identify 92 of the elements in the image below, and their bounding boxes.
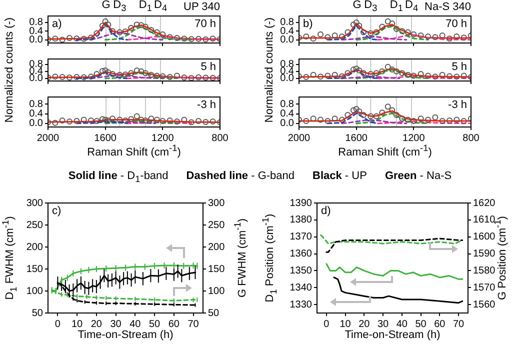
x-tick-label: 2000 (288, 132, 311, 144)
y2-tick-label: 1560 (473, 299, 496, 310)
annotation: 70 h (194, 18, 216, 30)
x-tick-label: 20 (90, 318, 102, 330)
ref-line-label: D$_{4}$ (404, 0, 418, 14)
y-tick-label: 300 (26, 198, 44, 209)
annotation: -3 h (197, 99, 216, 111)
x-axis-title: Raman Shift (cm$^{-1}$) (87, 143, 181, 159)
x-tick-label: 800 (212, 132, 229, 144)
x-tick-label: 2000 (36, 132, 60, 144)
text: Dashed line - G-band (186, 170, 295, 184)
annotation: c) (52, 205, 62, 217)
x-tick-label: 10 (340, 318, 352, 330)
ref-line-label: D$_{3}$ (113, 0, 126, 14)
y-tick-label: 0.0 (29, 118, 44, 130)
annotation: a) (52, 18, 62, 30)
annotation: b) (303, 18, 313, 30)
x-axis-title: Raman Shift (cm$^{-1}$) (338, 143, 432, 159)
y-tick-label: 1390 (290, 198, 312, 209)
x-tick-label: 1600 (345, 132, 368, 144)
x-tick-label: 60 (168, 318, 180, 330)
y-tick-label: 250 (26, 220, 44, 231)
y2-tick-label: 1570 (473, 282, 496, 294)
x-tick-label: 40 (130, 318, 142, 330)
y2-tick-label: 300 (208, 198, 226, 209)
y-tick-label: 1350 (290, 265, 312, 276)
x-tick-label: 50 (149, 318, 161, 330)
y2-tick-label: 1600 (473, 232, 496, 243)
y-tick-label: 0.8 (280, 17, 294, 28)
y-tick-label: 0.8 (29, 98, 44, 110)
x-tick-label: 800 (462, 132, 480, 144)
x-tick-label: 10 (72, 318, 84, 330)
x-tick-label: 0 (324, 318, 330, 330)
chart-title: Na-S 340 (424, 1, 471, 13)
x-tick-label: 30 (110, 318, 122, 330)
text: Solid line - D$_{1}$-band (68, 170, 168, 184)
y-tick-label: 50 (32, 308, 44, 319)
x-tick-label: 70 (188, 318, 200, 330)
x-axis-title: Time-on-Stream (h) (78, 329, 174, 341)
y-tick-label: 0.4 (280, 26, 294, 37)
ref-line-label: G (352, 0, 362, 11)
y-tick-label: 0.8 (280, 98, 294, 110)
y-tick-label: 150 (26, 264, 44, 275)
y2-tick-label: 250 (208, 220, 226, 231)
x-tick-label: 1200 (152, 132, 174, 144)
y-axis-title: Normalized counts (-) (4, 17, 16, 123)
y2-tick-label: 50 (208, 308, 220, 319)
y2-tick-label: 200 (208, 242, 226, 253)
y2-tick-label: 1610 (473, 214, 496, 226)
x-tick-label: 20 (358, 318, 370, 330)
y-tick-label: 0.4 (29, 108, 44, 120)
y-tick-label: 0.0 (280, 118, 294, 130)
annotation: 70 h (446, 18, 467, 30)
text: Black - UP (312, 170, 367, 184)
y-tick-label: 1380 (290, 214, 312, 226)
x-tick-label: 0 (54, 318, 61, 330)
x-tick-label: 30 (378, 318, 390, 330)
y-tick-label: 0.8 (29, 17, 44, 28)
y-tick-label: 0.0 (29, 34, 44, 46)
y-tick-label: 100 (26, 286, 44, 297)
text: Green - Na-S (384, 170, 452, 184)
ref-line-label: D$_{1}$ (138, 0, 152, 14)
ref-line-label: D$_{3}$ (364, 0, 378, 14)
x-tick-label: 50 (415, 318, 427, 330)
y-tick-label: 0.0 (280, 34, 294, 46)
y-axis-title: Normalized counts (-) (264, 17, 276, 123)
annotation: 5 h (452, 61, 467, 73)
annotation: -3 h (448, 99, 467, 111)
y2-tick-label: 150 (208, 264, 226, 275)
ref-line-label: D$_{1}$ (390, 0, 403, 14)
x-tick-label: 40 (396, 318, 408, 330)
x-tick-label: 70 (453, 318, 465, 330)
x-tick-label: 1600 (94, 132, 117, 144)
x-axis-title: Time-on-Stream (h) (344, 329, 440, 341)
chart-title: UP 340 (184, 1, 220, 13)
y-tick-label: 0.4 (29, 26, 44, 37)
x-tick-label: 60 (434, 318, 446, 330)
y2-tick-label: 1590 (473, 248, 496, 260)
y2-tick-label: 1580 (473, 265, 496, 276)
y2-tick-label: 1620 (473, 198, 496, 209)
y-tick-label: 1340 (290, 282, 312, 294)
y-tick-label: 1370 (290, 232, 312, 243)
x-tick-label: 1200 (402, 132, 426, 144)
y-tick-label: 1330 (290, 299, 312, 310)
y-tick-label: 0.4 (280, 108, 294, 120)
y-tick-label: 200 (26, 242, 44, 253)
annotation: 5 h (200, 61, 216, 73)
y-tick-label: 1360 (290, 248, 312, 260)
ref-line-label: G (102, 0, 110, 11)
y2-tick-label: 100 (208, 286, 226, 297)
ref-line-label: D$_{4}$ (154, 0, 168, 14)
annotation: d) (321, 205, 331, 217)
